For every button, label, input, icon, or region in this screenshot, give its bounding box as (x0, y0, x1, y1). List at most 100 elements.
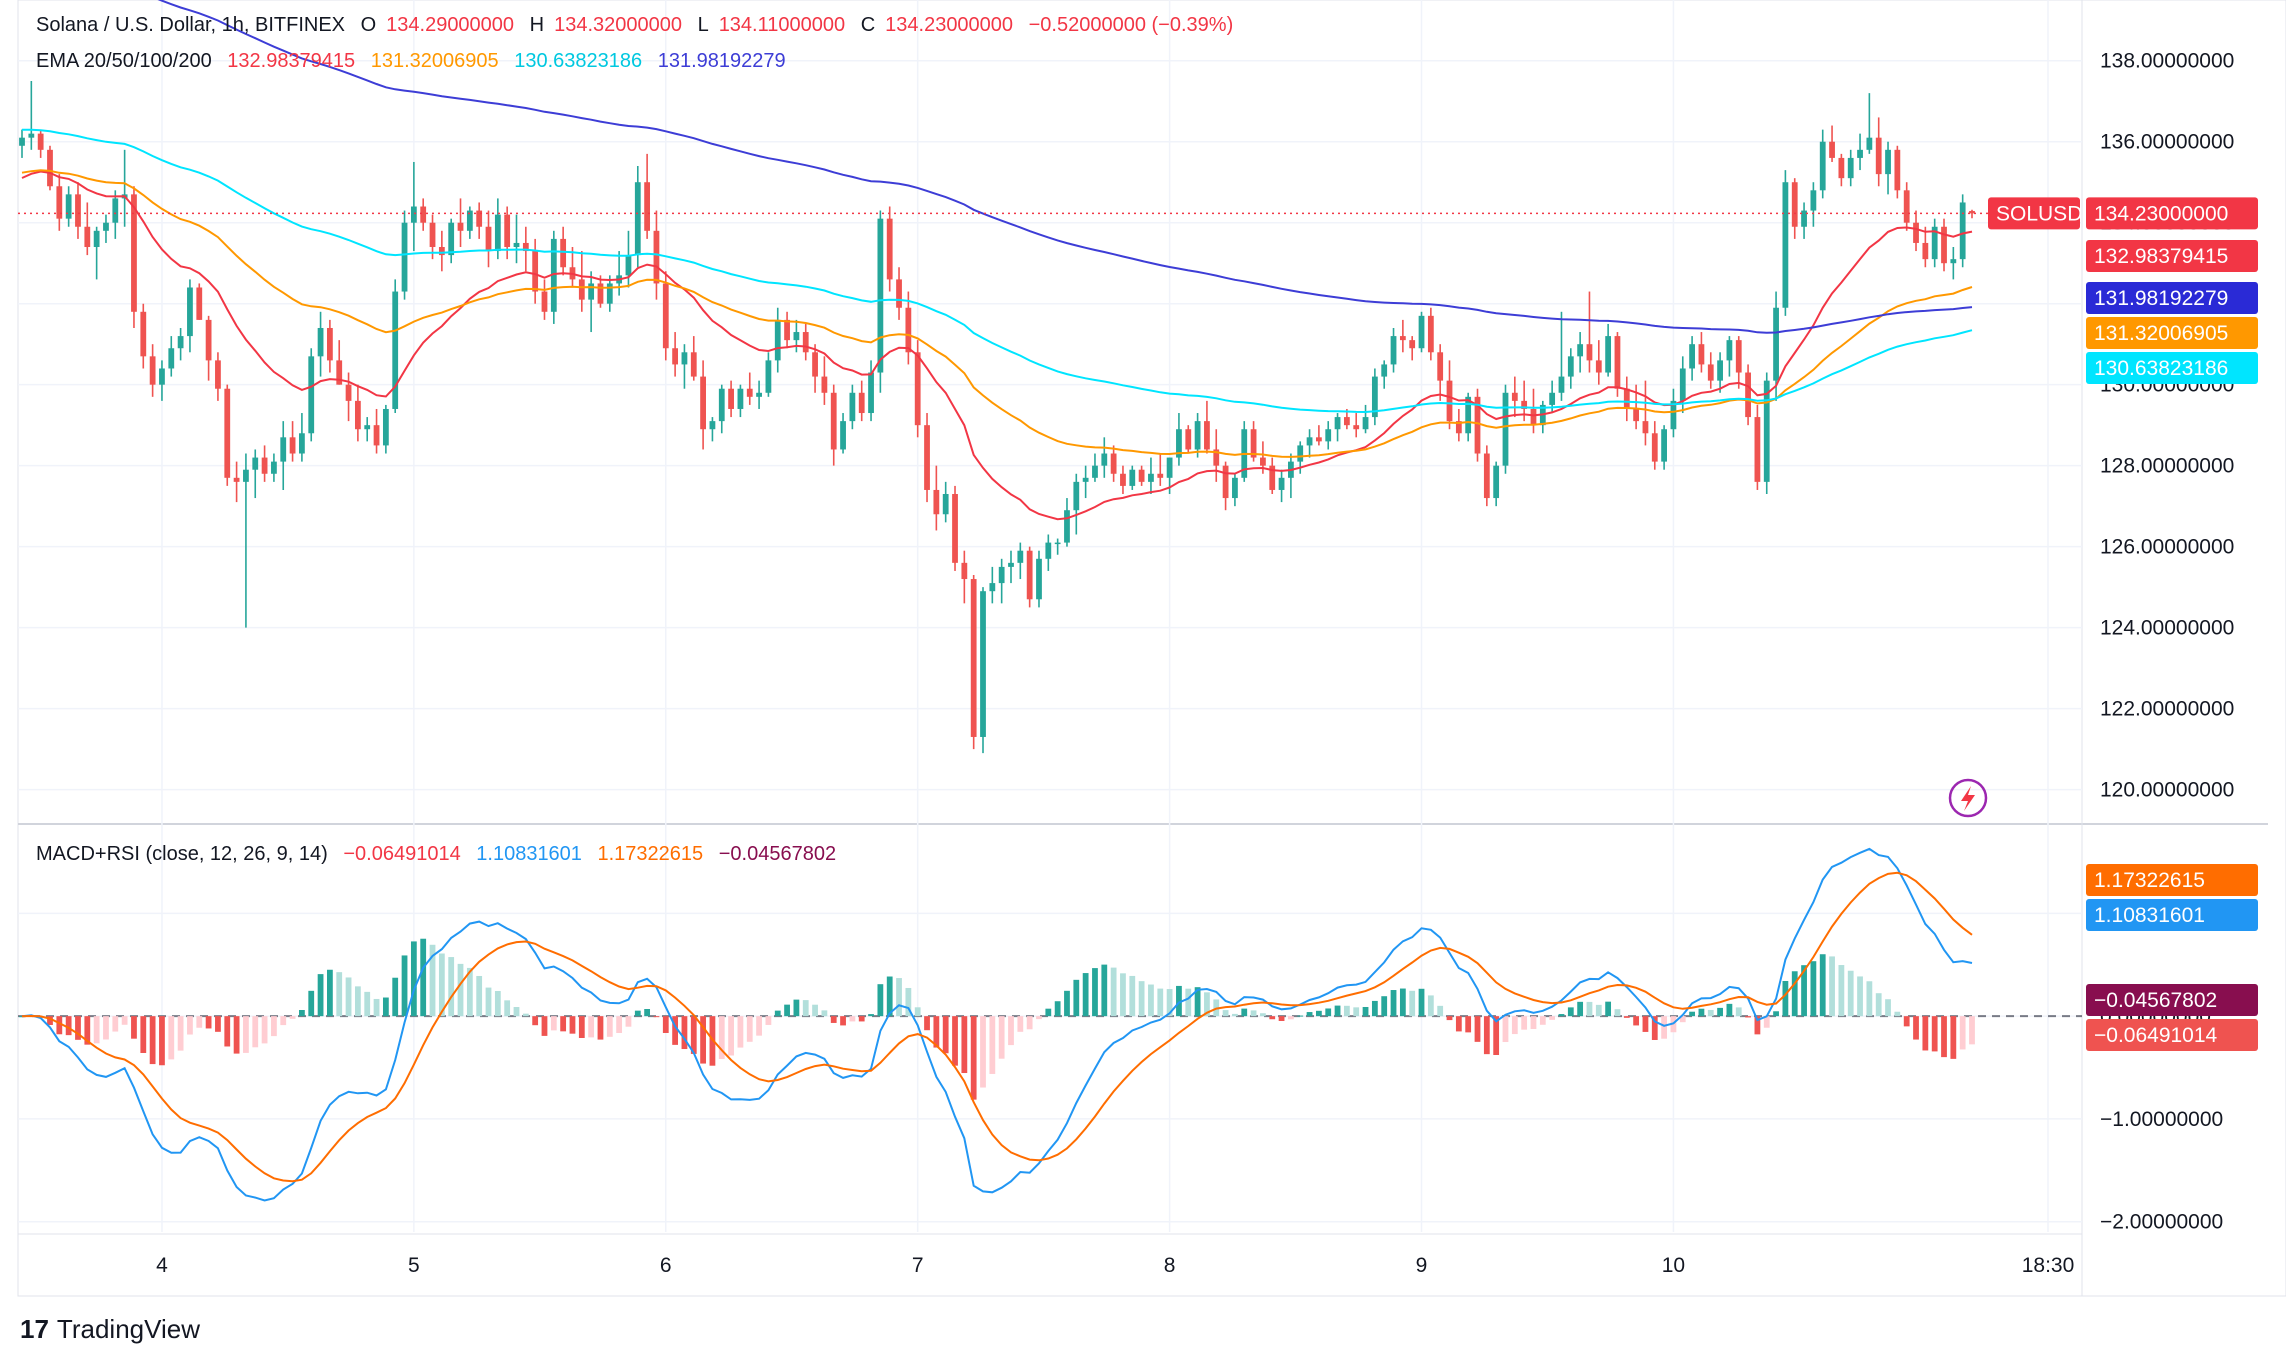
ema-legend-name: EMA 20/50/100/200 (36, 50, 212, 72)
macd-histogram-bar (1092, 968, 1098, 1017)
candle-body (1511, 392, 1518, 401)
candle-body (1866, 137, 1873, 150)
candle-body (606, 283, 613, 304)
candle-body (980, 591, 986, 737)
macd-histogram-bar (812, 1004, 818, 1017)
hist-alt-badge-text: −0.04567802 (2094, 989, 2217, 1012)
macd-histogram-bar (47, 1016, 53, 1025)
macd-histogram-bar (252, 1016, 259, 1048)
candle-body (942, 494, 949, 515)
candle-body (392, 291, 399, 409)
ohlc-close: C 134.23000000 (860, 14, 1014, 36)
candle-body (280, 437, 287, 462)
candle-body (457, 222, 464, 231)
macd-signal-value: 1.17322615 (597, 843, 704, 865)
macd-histogram-bar (970, 1016, 977, 1100)
candle-body (522, 242, 529, 252)
macd-histogram-bar (1595, 1004, 1602, 1017)
candle-body (1679, 368, 1686, 401)
macd-histogram-bar (681, 1016, 688, 1050)
ema-legend[interactable]: EMA 20/50/100/200 132.98379415 131.32006… (36, 50, 796, 73)
macd-tick-label: −1.00000000 (2100, 1108, 2223, 1131)
ema50-badge-text: 131.32006905 (2094, 322, 2228, 345)
candle-body (112, 198, 119, 223)
candle-body (149, 356, 156, 385)
candle-body (700, 376, 706, 430)
lightning-icon[interactable] (1948, 778, 1988, 818)
candle-body (1446, 380, 1453, 422)
macd-histogram-bar (784, 1004, 790, 1017)
macd-histogram-bar (802, 1000, 809, 1017)
symbol-badge: SOLUSD (1988, 197, 2082, 230)
candle-body (1651, 433, 1658, 462)
candle-body (187, 287, 193, 337)
candle-body (1791, 182, 1798, 227)
candle-body (1185, 429, 1192, 450)
ema200-line (157, 0, 1973, 334)
macd-histogram-bar (1101, 964, 1108, 1017)
candle-body (261, 457, 268, 474)
macd-histogram-bar (1157, 988, 1164, 1017)
candle-body (1166, 457, 1173, 478)
candle-body (905, 307, 912, 353)
time-tick-label: 6 (660, 1254, 672, 1277)
tradingview-logo[interactable]: 17 TradingView (20, 1314, 200, 1345)
macd-histogram-bar (522, 1013, 529, 1017)
macd-histogram-bar (457, 963, 464, 1017)
macd-histogram-bar (1558, 1014, 1565, 1017)
symbol-title[interactable]: Solana / U.S. Dollar, 1h, BITFINEX (36, 14, 346, 36)
tradingview-logo-text: TradingView (56, 1314, 200, 1344)
macd-histogram-bar (364, 991, 371, 1017)
candle-body (271, 461, 277, 474)
candle-body (1894, 149, 1901, 191)
candle-body (550, 238, 557, 312)
candle-body (373, 425, 380, 446)
candle-body (1605, 336, 1612, 373)
candle-body (1773, 307, 1779, 381)
ema20-badge-bg (2086, 240, 2258, 272)
candle-body (830, 392, 837, 450)
macd-histogram-bar (849, 1016, 856, 1022)
macd-histogram-bar (588, 1016, 595, 1038)
ema20-badge: 132.98379415 (2086, 240, 2258, 272)
macd-histogram-bar (1465, 1016, 1472, 1033)
ema20-value: 132.98379415 (227, 50, 356, 72)
macd-histogram-bar (1437, 1005, 1444, 1017)
time-tick-label: 8 (1164, 1254, 1176, 1277)
ema50-badge-bg (2086, 317, 2258, 349)
candle-body (737, 388, 744, 409)
lightning-icon-ring (1948, 778, 1988, 818)
last-price-badge-text: 134.23000000 (2094, 202, 2228, 225)
candle-body (1269, 465, 1276, 490)
ohlc-high: H 134.32000000 (529, 14, 682, 36)
macd-histogram-bar (1036, 1016, 1042, 1020)
candle-body (1036, 558, 1042, 600)
candle-body (914, 352, 921, 426)
price-tick-label: 138.00000000 (2100, 50, 2234, 73)
candle-body (728, 388, 734, 409)
candle-body (1521, 400, 1528, 409)
candle-body (1922, 242, 1929, 260)
macd-histogram-bar (1857, 976, 1863, 1017)
candle-body (597, 283, 604, 304)
macd-histogram-bar (1726, 1003, 1733, 1017)
price-tick-label: 128.00000000 (2100, 455, 2234, 478)
macd-histogram-bar (1474, 1016, 1481, 1042)
candle-body (1586, 344, 1593, 361)
candle-body (243, 469, 249, 482)
candle-body (1110, 453, 1117, 474)
time-tick-label: 9 (1416, 1254, 1428, 1277)
macd-histogram-bar (1082, 973, 1089, 1017)
macd-histogram-bar (774, 1010, 781, 1017)
macd-histogram-bar (1969, 1016, 1975, 1045)
macd-histogram-bar (1549, 1016, 1556, 1020)
macd-legend[interactable]: MACD+RSI (close, 12, 26, 9, 14) −0.06491… (36, 843, 846, 866)
macd-histogram-bar (308, 990, 315, 1017)
candle-body (140, 311, 147, 357)
candle-body (1763, 380, 1770, 482)
candle-body (177, 336, 184, 349)
candle-body (625, 255, 632, 276)
macd-histogram-bar (1950, 1016, 1957, 1059)
